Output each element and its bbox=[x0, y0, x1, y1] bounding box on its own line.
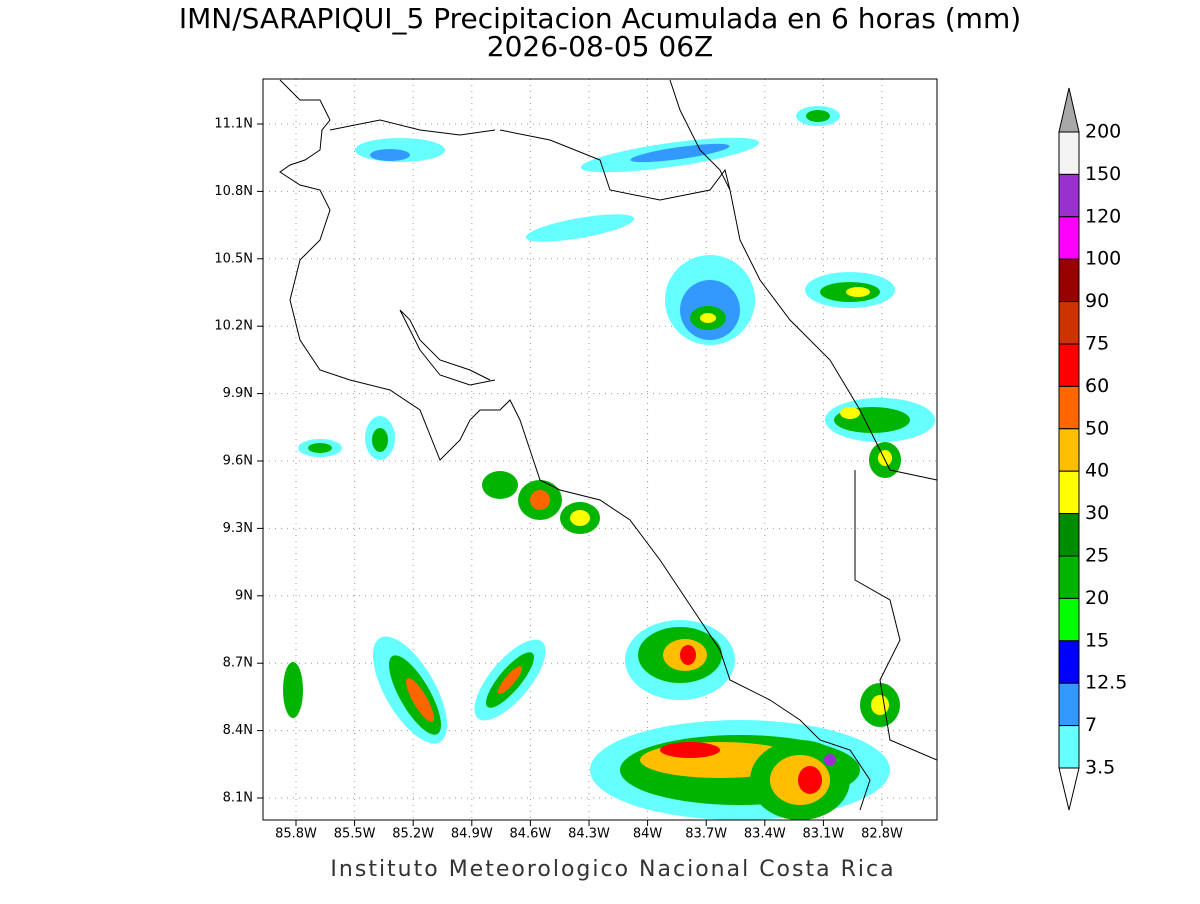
coastline bbox=[329, 119, 496, 386]
lon-tick-label: 85.2W bbox=[392, 827, 434, 842]
title: IMN/SARAPIQUI_5 Precipitacion Acumulada … bbox=[179, 2, 1021, 35]
colorbar-label: 3.5 bbox=[1085, 757, 1115, 779]
lat-tick-label: 9.6N bbox=[223, 454, 253, 469]
colorbar: 200 150 120 100 90 75 60 50 40 30 25 20 15 12.5 7 3.5 bbox=[1058, 87, 1127, 811]
precip-field bbox=[279, 79, 937, 820]
colorbar-box bbox=[1058, 428, 1080, 472]
colorbar-label: 100 bbox=[1085, 248, 1121, 270]
lon-tick-label: 84.9W bbox=[451, 827, 493, 842]
lon-tick-label: 85.5W bbox=[334, 827, 376, 842]
grid bbox=[263, 79, 937, 820]
map-frame bbox=[262, 78, 938, 821]
colorbar-box bbox=[1058, 513, 1080, 557]
colorbar-box bbox=[1058, 131, 1080, 175]
colorbar-box bbox=[1058, 470, 1080, 515]
lat-tick-label: 9.9N bbox=[223, 386, 253, 401]
footer: Instituto Meteorologico Nacional Costa R… bbox=[330, 857, 895, 882]
colorbar-box bbox=[1058, 301, 1080, 345]
colorbar-label: 90 bbox=[1085, 290, 1109, 312]
colorbar-label: 12.5 bbox=[1085, 672, 1127, 694]
precip-blob bbox=[283, 106, 935, 820]
colorbar-label: 7 bbox=[1085, 714, 1097, 736]
colorbar-box bbox=[1058, 258, 1080, 303]
colorbar-label: 40 bbox=[1085, 460, 1109, 482]
colorbar-box bbox=[1058, 216, 1080, 260]
colorbar-box bbox=[1058, 682, 1080, 727]
lat-tick-label: 10.8N bbox=[214, 184, 253, 199]
colorbar-label: 150 bbox=[1085, 163, 1121, 185]
colorbar-label: 25 bbox=[1085, 545, 1109, 567]
lon-tick-label: 84.3W bbox=[568, 827, 610, 842]
lat-tick-label: 9N bbox=[235, 588, 253, 603]
coastline bbox=[279, 79, 871, 811]
subtitle: 2026-08-05 06Z bbox=[487, 30, 713, 63]
lon-tick-label: 83.7W bbox=[685, 827, 727, 842]
colorbar-box bbox=[1058, 725, 1080, 769]
lat-tick-label: 9.3N bbox=[223, 521, 253, 536]
lat-tick-label: 8.4N bbox=[223, 723, 253, 738]
colorbar-over bbox=[1058, 87, 1080, 133]
lat-tick-label: 10.5N bbox=[214, 251, 253, 266]
lat-tick-label: 11.1N bbox=[214, 117, 253, 132]
colorbar-box bbox=[1058, 343, 1080, 387]
lon-tick-label: 83.4W bbox=[744, 827, 786, 842]
colorbar-label: 50 bbox=[1085, 417, 1109, 439]
border bbox=[499, 129, 937, 761]
colorbar-under bbox=[1058, 767, 1080, 811]
colorbar-label: 200 bbox=[1085, 121, 1121, 143]
lat-tick-label: 10.2N bbox=[214, 319, 253, 334]
lon-tick-label: 84.6W bbox=[509, 827, 551, 842]
lon-tick-label: 83.1W bbox=[802, 827, 844, 842]
colorbar-box bbox=[1058, 597, 1080, 642]
colorbar-label: 20 bbox=[1085, 587, 1109, 609]
colorbar-label: 30 bbox=[1085, 502, 1109, 524]
colorbar-box bbox=[1058, 640, 1080, 684]
lat-tick-label: 8.1N bbox=[223, 791, 253, 806]
colorbar-box bbox=[1058, 555, 1080, 599]
axis-ticks: 85.8W 85.5W 85.2W 84.9W 84.6W 84.3W 84W 83.7W 83… bbox=[214, 117, 903, 842]
lon-tick-label: 82.8W bbox=[861, 827, 903, 842]
colorbar-box bbox=[1058, 173, 1080, 218]
colorbar-label: 120 bbox=[1085, 205, 1121, 227]
lat-tick-label: 8.7N bbox=[223, 656, 253, 671]
colorbar-label: 75 bbox=[1085, 333, 1109, 355]
colorbar-label: 15 bbox=[1085, 629, 1109, 651]
coastline bbox=[669, 79, 937, 481]
lon-tick-label: 84W bbox=[633, 827, 663, 842]
lon-tick-label: 85.8W bbox=[275, 827, 317, 842]
colorbar-label: 60 bbox=[1085, 375, 1109, 397]
colorbar-box bbox=[1058, 385, 1080, 430]
